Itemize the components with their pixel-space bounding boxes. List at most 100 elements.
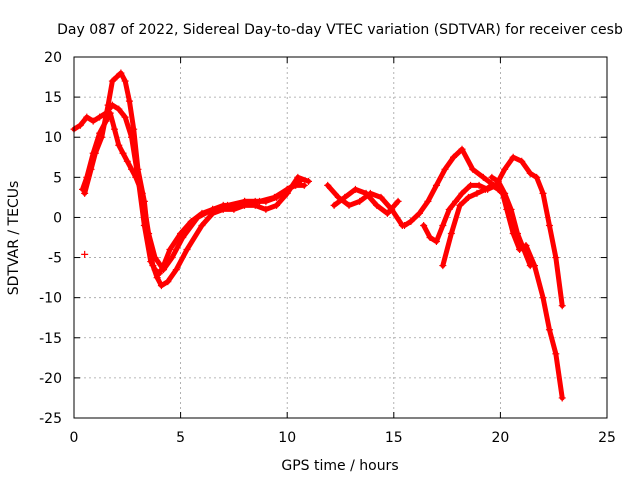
data-point — [113, 73, 121, 81]
series-arc-j — [488, 173, 534, 270]
data-point — [96, 129, 104, 137]
data-point — [305, 177, 313, 185]
data-point — [151, 254, 159, 262]
data-point — [83, 173, 91, 181]
data-point — [407, 217, 415, 225]
data-point — [111, 125, 119, 133]
data-point — [424, 197, 432, 205]
data-point — [138, 189, 146, 197]
data-point — [452, 197, 460, 205]
data-point — [458, 145, 466, 153]
data-point — [128, 165, 136, 173]
data-point — [351, 185, 359, 193]
data-point — [518, 157, 526, 165]
series-arc-f — [330, 185, 402, 217]
data-point — [362, 189, 370, 197]
data-point — [89, 117, 97, 125]
data-point — [130, 125, 138, 133]
data-point — [166, 246, 174, 254]
data-point — [552, 254, 560, 262]
data-point — [558, 394, 566, 402]
series-arc-d — [81, 250, 89, 258]
data-point — [330, 201, 338, 209]
data-point — [507, 205, 515, 213]
data-point — [473, 189, 481, 197]
data-point — [558, 302, 566, 310]
data-point — [341, 193, 349, 201]
data-point — [296, 177, 304, 185]
data-point — [104, 101, 112, 109]
x-tick-label: 15 — [385, 430, 403, 446]
x-tick-label: 25 — [598, 430, 616, 446]
data-point — [400, 221, 408, 229]
data-point — [81, 250, 89, 258]
data-point — [441, 165, 449, 173]
data-point — [255, 197, 263, 205]
axis-ticks: 0 5 10 15 20 25 -25 -20 -15 -10 -5 0 5 10 15 20 — [39, 50, 616, 446]
data-point — [464, 193, 472, 201]
data-point — [447, 229, 455, 237]
data-point — [545, 326, 553, 334]
y-tick-label: 10 — [44, 130, 62, 146]
y-tick-label: -25 — [39, 411, 62, 427]
data-point — [439, 221, 447, 229]
data-point — [449, 153, 457, 161]
data-point — [356, 197, 364, 205]
series-arc-b — [81, 69, 313, 290]
data-point — [115, 141, 123, 149]
data-point — [501, 189, 509, 197]
data-point — [273, 201, 281, 209]
grid — [74, 57, 607, 418]
y-tick-label: 20 — [44, 50, 62, 66]
y-tick-label: -5 — [48, 251, 62, 267]
data-point — [300, 181, 308, 189]
y-axis-label: SDTVAR / TECUs — [6, 181, 22, 296]
data-point — [241, 197, 249, 205]
data-point — [194, 213, 202, 221]
y-tick-label: -15 — [39, 331, 62, 347]
data-point — [383, 209, 391, 217]
data-point — [230, 205, 238, 213]
series-arc-g — [400, 145, 498, 229]
data-point — [108, 77, 116, 85]
x-tick-label: 20 — [491, 430, 509, 446]
data-point — [415, 209, 423, 217]
data-point — [394, 197, 402, 205]
data-point — [224, 201, 232, 209]
data-point — [157, 282, 165, 290]
y-tick-label: -20 — [39, 371, 62, 387]
data-point — [526, 169, 534, 177]
data-point — [494, 177, 502, 185]
x-axis-label: GPS time / hours — [281, 458, 398, 474]
plot-frame — [73, 56, 608, 419]
data-point — [168, 254, 176, 262]
data-point — [458, 189, 466, 197]
data-point — [76, 121, 84, 129]
data-point — [117, 69, 125, 77]
series-trace — [440, 182, 565, 401]
data-point — [102, 117, 110, 125]
series-arc-i — [439, 181, 566, 402]
y-tick-label: -10 — [39, 291, 62, 307]
data-series — [70, 69, 566, 402]
series-arc-c — [79, 109, 304, 274]
x-tick-label: 5 — [176, 430, 185, 446]
data-point — [145, 229, 153, 237]
data-point — [509, 153, 517, 161]
data-point — [552, 350, 560, 358]
data-point — [539, 189, 547, 197]
data-point — [115, 105, 123, 113]
data-point — [432, 181, 440, 189]
data-point — [345, 201, 353, 209]
data-point — [420, 221, 428, 229]
data-point — [488, 173, 496, 181]
data-point — [160, 266, 168, 274]
data-point — [467, 181, 475, 189]
data-point — [456, 201, 464, 209]
data-point — [283, 185, 291, 193]
data-point — [373, 201, 381, 209]
data-point — [121, 113, 129, 121]
data-point — [432, 238, 440, 246]
data-point — [134, 165, 142, 173]
